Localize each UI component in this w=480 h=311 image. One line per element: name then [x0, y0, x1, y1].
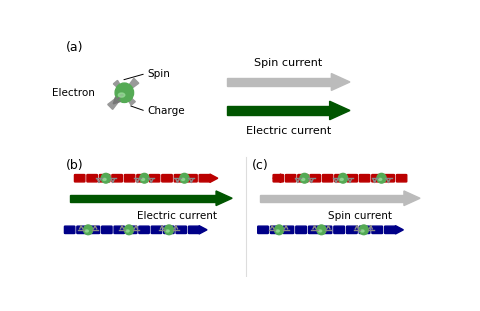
FancyBboxPatch shape	[126, 226, 137, 234]
Text: (a): (a)	[66, 41, 84, 54]
FancyBboxPatch shape	[258, 226, 268, 234]
Text: Electron: Electron	[52, 88, 95, 98]
FancyBboxPatch shape	[310, 174, 321, 182]
Ellipse shape	[124, 225, 133, 235]
Ellipse shape	[379, 178, 382, 180]
Ellipse shape	[340, 178, 343, 180]
FancyBboxPatch shape	[77, 226, 87, 234]
Text: Electric current: Electric current	[137, 211, 216, 221]
FancyBboxPatch shape	[360, 174, 370, 182]
FancyBboxPatch shape	[309, 226, 319, 234]
FancyBboxPatch shape	[321, 226, 332, 234]
FancyBboxPatch shape	[359, 226, 370, 234]
Text: (b): (b)	[66, 159, 84, 172]
FancyBboxPatch shape	[199, 174, 210, 182]
FancyBboxPatch shape	[124, 174, 135, 182]
Ellipse shape	[338, 173, 348, 183]
Text: (c): (c)	[252, 159, 269, 172]
Ellipse shape	[85, 230, 88, 232]
Polygon shape	[330, 101, 350, 120]
Ellipse shape	[126, 230, 129, 232]
Ellipse shape	[359, 225, 369, 235]
FancyBboxPatch shape	[396, 174, 407, 182]
FancyBboxPatch shape	[187, 174, 197, 182]
Ellipse shape	[377, 173, 386, 183]
Ellipse shape	[101, 173, 110, 183]
FancyBboxPatch shape	[89, 226, 100, 234]
FancyBboxPatch shape	[384, 226, 395, 234]
Ellipse shape	[180, 173, 189, 183]
FancyBboxPatch shape	[151, 226, 162, 234]
FancyBboxPatch shape	[137, 174, 147, 182]
FancyBboxPatch shape	[64, 226, 75, 234]
Ellipse shape	[318, 230, 322, 232]
FancyBboxPatch shape	[139, 226, 149, 234]
Ellipse shape	[115, 83, 133, 102]
FancyBboxPatch shape	[176, 226, 186, 234]
Bar	[227, 78, 331, 86]
FancyBboxPatch shape	[384, 174, 395, 182]
Polygon shape	[404, 191, 420, 206]
Ellipse shape	[103, 178, 106, 180]
Polygon shape	[124, 78, 139, 93]
Ellipse shape	[141, 178, 144, 180]
Text: Spin: Spin	[147, 68, 170, 78]
Ellipse shape	[119, 93, 125, 97]
Polygon shape	[216, 191, 232, 206]
Ellipse shape	[300, 173, 309, 183]
Ellipse shape	[166, 230, 169, 232]
FancyBboxPatch shape	[174, 174, 185, 182]
FancyBboxPatch shape	[347, 174, 358, 182]
Ellipse shape	[164, 225, 174, 235]
Ellipse shape	[275, 225, 284, 235]
FancyBboxPatch shape	[286, 174, 296, 182]
Polygon shape	[199, 225, 207, 234]
FancyBboxPatch shape	[298, 174, 308, 182]
FancyBboxPatch shape	[273, 174, 284, 182]
FancyBboxPatch shape	[99, 174, 110, 182]
FancyBboxPatch shape	[112, 174, 122, 182]
Ellipse shape	[301, 178, 305, 180]
Ellipse shape	[317, 225, 326, 235]
Text: Electric current: Electric current	[246, 126, 331, 136]
FancyBboxPatch shape	[372, 174, 382, 182]
FancyBboxPatch shape	[334, 226, 345, 234]
Polygon shape	[396, 225, 403, 234]
Text: Spin current: Spin current	[254, 58, 323, 68]
FancyBboxPatch shape	[296, 226, 306, 234]
FancyBboxPatch shape	[189, 226, 199, 234]
FancyBboxPatch shape	[164, 226, 174, 234]
Polygon shape	[124, 92, 135, 105]
FancyBboxPatch shape	[335, 174, 345, 182]
FancyBboxPatch shape	[74, 174, 85, 182]
Ellipse shape	[181, 178, 185, 180]
FancyBboxPatch shape	[114, 226, 124, 234]
FancyBboxPatch shape	[372, 226, 383, 234]
FancyBboxPatch shape	[149, 174, 160, 182]
Polygon shape	[113, 81, 125, 93]
Ellipse shape	[140, 173, 149, 183]
Bar	[227, 106, 330, 115]
Polygon shape	[108, 92, 125, 109]
FancyBboxPatch shape	[270, 226, 281, 234]
Ellipse shape	[361, 230, 364, 232]
FancyBboxPatch shape	[162, 174, 172, 182]
Text: Spin current: Spin current	[328, 211, 392, 221]
FancyBboxPatch shape	[102, 226, 112, 234]
Text: Charge: Charge	[147, 106, 185, 116]
Bar	[260, 195, 404, 202]
Ellipse shape	[276, 230, 279, 232]
FancyBboxPatch shape	[283, 226, 294, 234]
Bar	[71, 195, 216, 202]
FancyBboxPatch shape	[347, 226, 357, 234]
FancyBboxPatch shape	[323, 174, 333, 182]
FancyBboxPatch shape	[87, 174, 97, 182]
Polygon shape	[331, 73, 350, 91]
Polygon shape	[273, 174, 281, 183]
Ellipse shape	[84, 225, 93, 235]
Polygon shape	[210, 174, 218, 183]
